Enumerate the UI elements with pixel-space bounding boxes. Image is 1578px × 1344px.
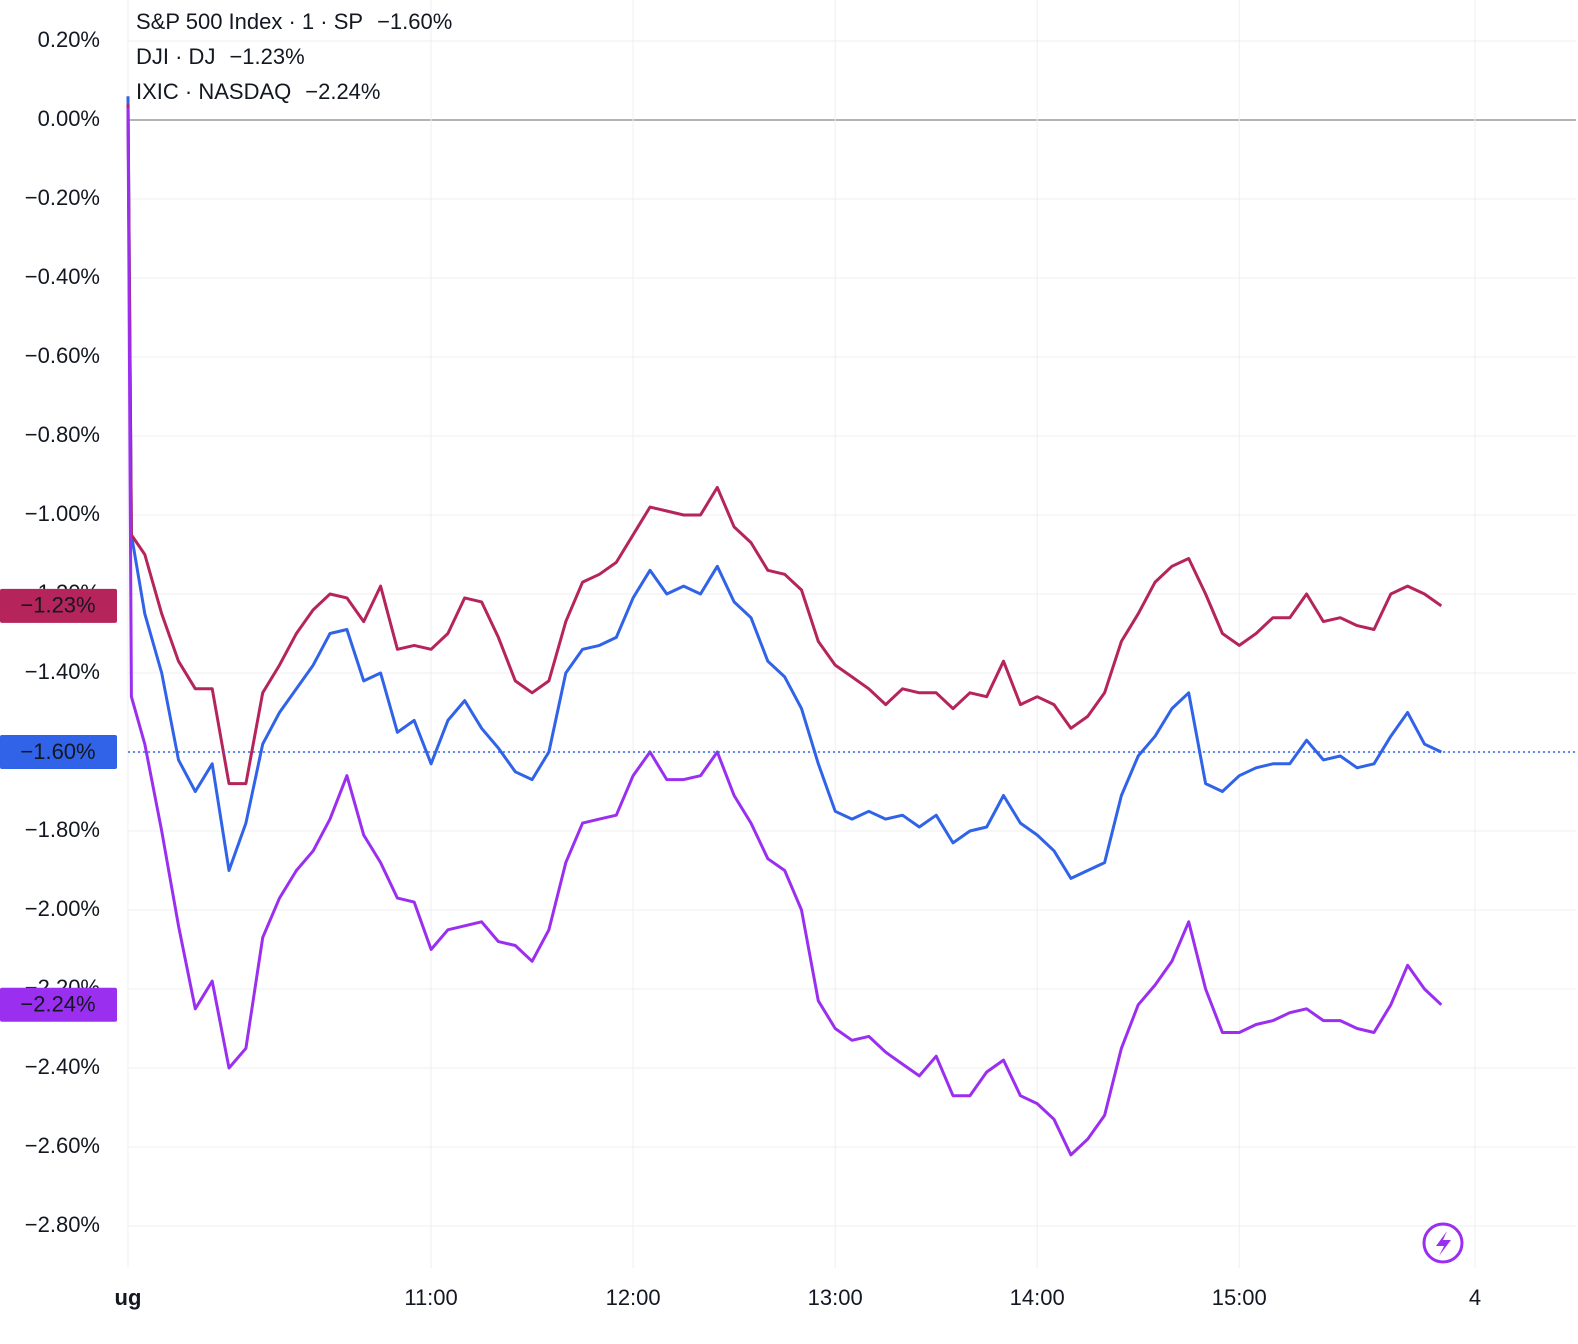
x-tick-label: 4 bbox=[1469, 1285, 1481, 1310]
last-value-label: −2.24% bbox=[20, 992, 95, 1017]
x-tick-label: ug bbox=[115, 1285, 142, 1310]
legend-name: DJI · DJ bbox=[136, 44, 215, 69]
lines bbox=[126, 96, 1576, 1157]
last-value-badge bbox=[0, 735, 117, 769]
y-tick-label: −0.80% bbox=[25, 422, 100, 447]
last-value-badge bbox=[0, 987, 117, 1022]
y-tick-label: −1.00% bbox=[25, 501, 100, 526]
y-tick-label: 0.00% bbox=[38, 106, 100, 131]
y-tick-label: −2.40% bbox=[25, 1054, 100, 1079]
series-line bbox=[126, 104, 1443, 786]
legend-value: −1.60% bbox=[377, 9, 452, 34]
x-tick-label: 15:00 bbox=[1212, 1285, 1267, 1310]
lightning-icon[interactable] bbox=[1422, 1222, 1464, 1264]
legend-name: S&P 500 Index · 1 · SP bbox=[136, 9, 363, 34]
x-tick-label: 11:00 bbox=[404, 1285, 457, 1310]
grid bbox=[127, 0, 1576, 1268]
y-tick-label: −0.60% bbox=[25, 343, 100, 368]
legend: S&P 500 Index · 1 · SP −1.60% DJI · DJ −1.2… bbox=[136, 9, 452, 104]
series-line bbox=[126, 96, 1442, 880]
y-tick-label: −1.80% bbox=[25, 817, 100, 842]
x-tick-label: 13:00 bbox=[808, 1285, 863, 1310]
y-tick-label: −1.40% bbox=[25, 659, 100, 684]
series-line bbox=[126, 108, 1443, 1157]
legend-name: IXIC · NASDAQ bbox=[136, 79, 291, 104]
last-value-badge bbox=[0, 588, 117, 623]
y-tick-label: −2.00% bbox=[25, 896, 100, 921]
axes: 0.20% 0.00% −0.20% −0.40% −0.60% −0.80% −1.00%… bbox=[0, 27, 1481, 1310]
y-tick-label: 0.20% bbox=[38, 27, 100, 52]
y-tick-label: −0.20% bbox=[25, 185, 100, 210]
y-tick-label: −2.60% bbox=[25, 1133, 100, 1158]
last-value-label: −1.60% bbox=[20, 739, 95, 764]
y-tick-label: −0.40% bbox=[25, 264, 100, 289]
y-tick-label: −2.80% bbox=[25, 1212, 100, 1237]
x-tick-label: 14:00 bbox=[1010, 1285, 1065, 1310]
last-value-label: −1.23% bbox=[20, 593, 95, 618]
legend-value: −1.23% bbox=[229, 44, 304, 69]
x-tick-label: 12:00 bbox=[606, 1285, 661, 1310]
legend-value: −2.24% bbox=[305, 79, 380, 104]
